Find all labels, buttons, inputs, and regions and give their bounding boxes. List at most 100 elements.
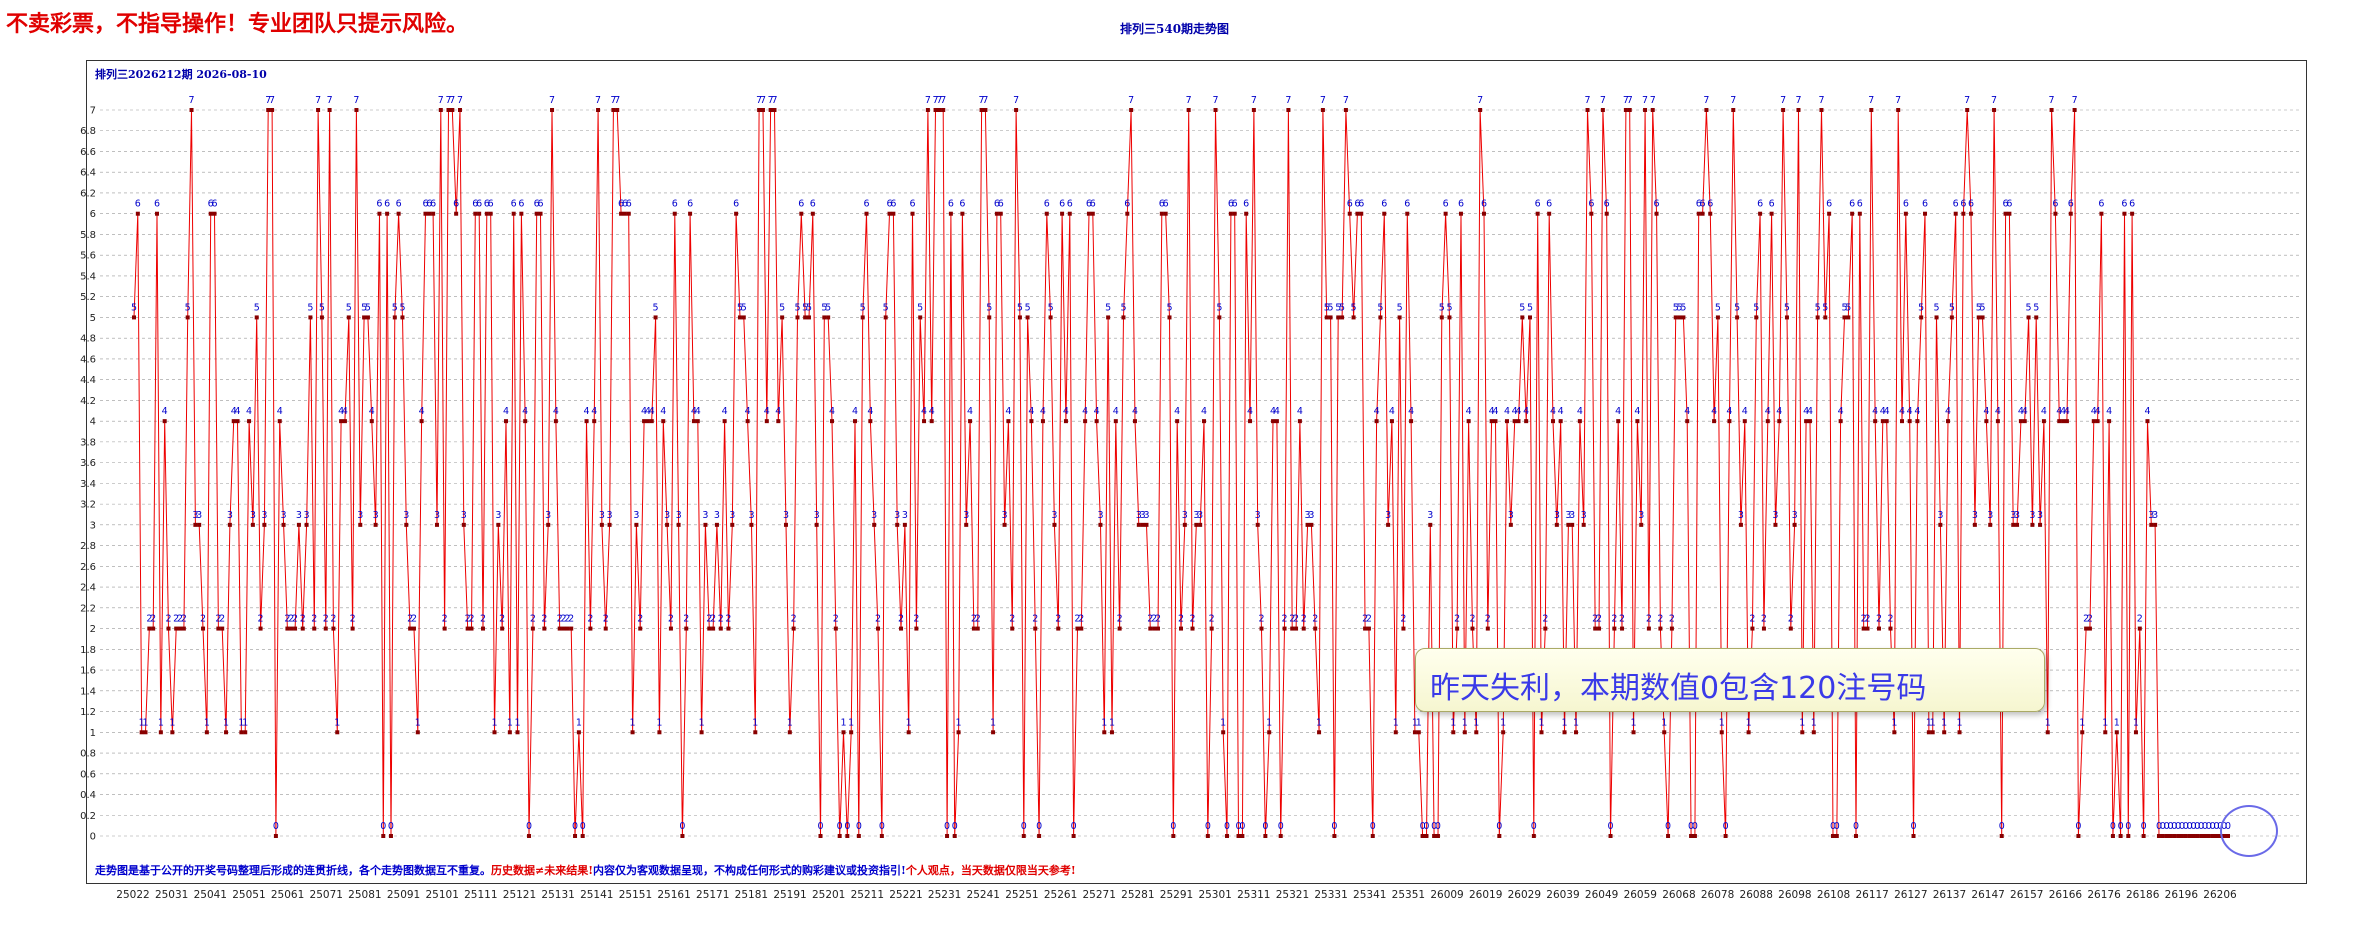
callout-box: 昨天失利，本期数值0包含120注号码 (1415, 648, 2045, 712)
data-label: 6 (1163, 199, 1169, 210)
data-label: 3 (1937, 510, 1943, 521)
data-point (876, 626, 881, 631)
data-label: 3 (250, 510, 256, 521)
data-label: 1 (787, 717, 793, 728)
data-point (2084, 626, 2089, 631)
data-point (1677, 315, 1682, 320)
data-label: 1 (507, 717, 513, 728)
data-label: 2 (181, 614, 187, 625)
data-point (561, 626, 566, 631)
data-label: 6 (798, 199, 804, 210)
data-label: 3 (1554, 510, 1560, 521)
data-label: 2 (1074, 614, 1080, 625)
data-label: 1 (699, 717, 705, 728)
data-label: 2 (1887, 614, 1893, 625)
data-label: 7 (982, 95, 988, 106)
data-point (1466, 419, 1471, 424)
data-point (695, 419, 700, 424)
data-label: 4 (1082, 406, 1088, 417)
data-point (388, 834, 393, 838)
data-label: 4 (522, 406, 528, 417)
data-label: 5 (1166, 302, 1172, 313)
data-point (1090, 211, 1095, 216)
data-point (250, 522, 255, 527)
data-label: 7 (445, 95, 451, 106)
data-point (757, 108, 762, 112)
data-label: 4 (722, 406, 728, 417)
data-point (1850, 211, 1855, 216)
data-point (2057, 419, 2062, 424)
data-label: 6 (2098, 199, 2104, 210)
data-label: 4 (231, 406, 237, 417)
data-label: 4 (921, 406, 927, 417)
x-tick-label: 26088 (1740, 889, 1773, 901)
data-label: 7 (327, 95, 333, 106)
data-label: 0 (1071, 821, 1077, 832)
data-label: 7 (1703, 95, 1709, 106)
data-point (653, 315, 658, 320)
data-label: 0 (1036, 821, 1042, 832)
data-label: 1 (840, 717, 846, 728)
data-label: 0 (1331, 821, 1337, 832)
data-label: 7 (768, 95, 774, 106)
data-point (446, 108, 451, 112)
data-label: 4 (1270, 406, 1276, 417)
data-point (2095, 419, 2100, 424)
data-point (527, 834, 532, 838)
data-point (1911, 834, 1916, 838)
data-point (1148, 626, 1153, 631)
data-point (1432, 834, 1437, 838)
data-point (588, 626, 593, 631)
data-label: 7 (940, 95, 946, 106)
data-point (1313, 626, 1318, 631)
data-label: 4 (162, 406, 168, 417)
y-tick-label: 3.2 (80, 500, 96, 511)
data-point (565, 626, 570, 631)
x-tick-label: 25171 (696, 889, 729, 901)
data-label: 1 (491, 717, 497, 728)
x-tick-label: 26108 (1817, 889, 1850, 901)
data-label: 0 (1688, 821, 1694, 832)
data-point (971, 626, 976, 631)
x-tick-label: 26068 (1662, 889, 1695, 901)
data-label: 4 (1634, 406, 1640, 417)
data-label: 2 (541, 614, 547, 625)
data-label: 2 (875, 614, 881, 625)
data-point (806, 315, 811, 320)
footer-part-3: 内容仅为客观数据呈现，不构成任何形式的购彩建议或投资指引! (593, 864, 906, 877)
data-point (818, 834, 823, 838)
x-tick-label: 25041 (194, 889, 227, 901)
data-label: 7 (1343, 95, 1349, 106)
data-label: 3 (1987, 510, 1993, 521)
data-label: 1 (1109, 717, 1115, 728)
data-label: 4 (1512, 406, 1518, 417)
data-point (1574, 730, 1579, 735)
data-point (776, 419, 781, 424)
y-tick-label: 3.6 (80, 458, 96, 469)
data-point (473, 211, 478, 216)
y-tick-label: 5 (90, 313, 96, 324)
x-axis-labels: 25022 25031 25041 25051 25061 25071 25081 25091… (116, 889, 2237, 901)
data-label: 6 (994, 199, 1000, 210)
data-point (810, 211, 815, 216)
data-point (1696, 211, 1701, 216)
data-label: 1 (1500, 717, 1506, 728)
data-label: 5 (821, 302, 827, 313)
data-point (707, 626, 712, 631)
y-tick-label: 5.2 (80, 292, 96, 303)
data-point (2145, 419, 2150, 424)
data-point (1807, 419, 1812, 424)
data-point (1336, 315, 1341, 320)
data-point (488, 211, 493, 216)
data-point (1294, 626, 1299, 631)
data-label: 0 (2213, 821, 2219, 832)
data-point (1374, 419, 1379, 424)
data-label: 4 (1880, 406, 1886, 417)
data-label: 4 (1615, 406, 1621, 417)
data-label: 2 (468, 614, 474, 625)
data-point (1712, 419, 1717, 424)
data-label: 2 (568, 614, 574, 625)
data-point (1957, 730, 1962, 735)
data-label: 1 (1316, 717, 1322, 728)
data-label: 2 (323, 614, 329, 625)
